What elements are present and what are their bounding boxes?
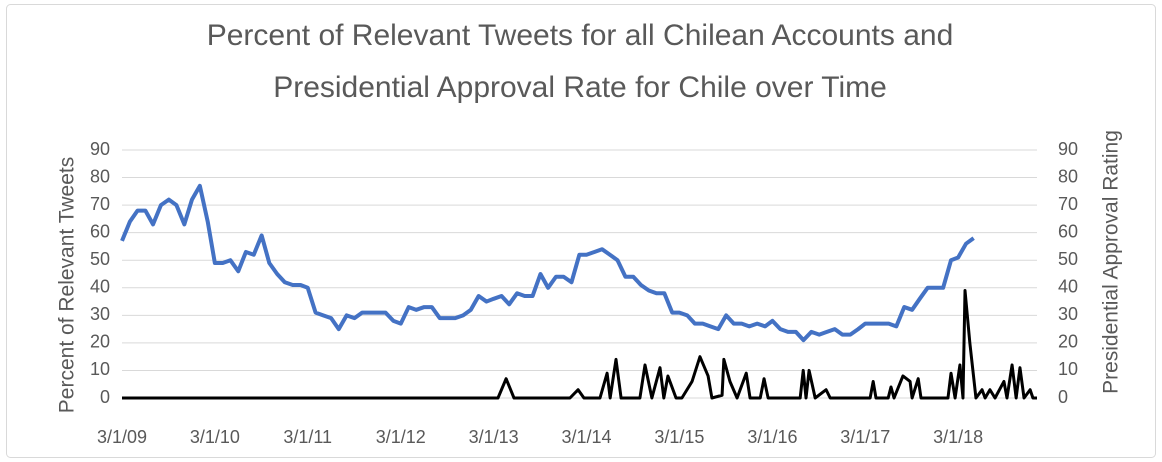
y-tick-label: 20 [90, 332, 110, 352]
y2-tick-label: 50 [1058, 249, 1078, 269]
x-tick-label: 3/1/16 [747, 427, 797, 447]
y-tick-label: 0 [100, 387, 110, 407]
x-tick-label: 3/1/10 [190, 427, 240, 447]
x-tick-label: 3/1/18 [933, 427, 983, 447]
x-tick-label: 3/1/14 [561, 427, 611, 447]
y2-tick-label: 60 [1058, 221, 1078, 241]
y2-tick-label: 40 [1058, 277, 1078, 297]
x-tick-label: 3/1/12 [376, 427, 426, 447]
y-tick-label: 50 [90, 249, 110, 269]
data-line [122, 289, 1037, 400]
x-tick-label: 3/1/13 [469, 427, 519, 447]
y-tick-label: 70 [90, 194, 110, 214]
chart-title: Percent of Relevant Tweets for all Chile… [206, 19, 954, 104]
y2-tick-label: 30 [1058, 304, 1078, 324]
y-tick-label: 90 [90, 139, 110, 159]
chart-border [6, 4, 1156, 458]
y2-tick-label: 10 [1058, 359, 1078, 379]
y2-tick-label: 90 [1058, 139, 1078, 159]
y2-tick-label: 70 [1058, 194, 1078, 214]
x-tick-label: 3/1/09 [97, 427, 147, 447]
y-tick-label: 40 [90, 277, 110, 297]
x-tick-label: 3/1/11 [283, 427, 332, 447]
y-axis-title: Percent of Relevant Tweets [56, 157, 79, 413]
y-tick-label: 30 [90, 304, 110, 324]
data-line [120, 183, 975, 343]
x-tick-label: 3/1/15 [654, 427, 704, 447]
y2-tick-label: 0 [1058, 387, 1068, 407]
y-tick-label: 60 [90, 221, 110, 241]
y2-axis-title: Presidential Approval Rating [1100, 130, 1123, 394]
y2-tick-label: 80 [1058, 166, 1078, 186]
x-tick-label: 3/1/17 [840, 427, 890, 447]
y-tick-label: 80 [90, 166, 110, 186]
y2-tick-label: 20 [1058, 332, 1078, 352]
y-tick-label: 10 [90, 359, 110, 379]
